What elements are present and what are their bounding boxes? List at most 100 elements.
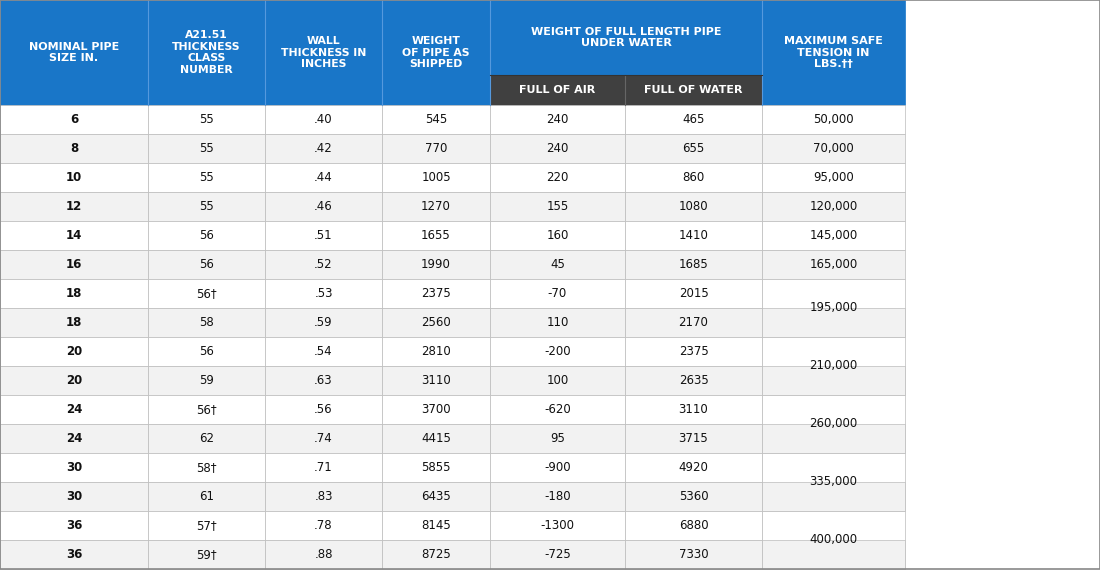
Bar: [382, 105, 490, 134]
Bar: [148, 279, 265, 308]
Bar: [625, 366, 762, 395]
Bar: [382, 279, 490, 308]
Bar: [625, 395, 762, 424]
Bar: [0, 482, 148, 511]
Text: -900: -900: [544, 461, 571, 474]
Bar: [382, 192, 490, 221]
Bar: [625, 482, 762, 511]
Text: 1080: 1080: [679, 200, 708, 213]
Bar: [625, 134, 762, 163]
Bar: [148, 511, 265, 540]
Text: 45: 45: [550, 258, 565, 271]
Text: 70,000: 70,000: [813, 142, 854, 155]
Bar: [265, 337, 382, 366]
Bar: [0, 511, 148, 540]
Bar: [490, 75, 625, 105]
Bar: [762, 0, 905, 105]
Bar: [0, 0, 148, 105]
Text: 59†: 59†: [196, 548, 217, 561]
Text: WEIGHT
OF PIPE AS
SHIPPED: WEIGHT OF PIPE AS SHIPPED: [403, 36, 470, 69]
Bar: [265, 453, 382, 482]
Bar: [0, 308, 148, 337]
Bar: [490, 105, 625, 134]
Text: 2560: 2560: [421, 316, 451, 329]
Bar: [0, 134, 148, 163]
Text: 335,000: 335,000: [810, 476, 858, 489]
Bar: [382, 424, 490, 453]
Text: 145,000: 145,000: [810, 229, 858, 242]
Text: 62: 62: [199, 432, 214, 445]
Text: 18: 18: [66, 316, 82, 329]
Text: 2015: 2015: [679, 287, 708, 300]
Bar: [625, 163, 762, 192]
Bar: [762, 250, 905, 279]
Bar: [0, 337, 148, 366]
Bar: [0, 163, 148, 192]
Bar: [148, 221, 265, 250]
Bar: [762, 424, 905, 453]
Text: 55: 55: [199, 200, 213, 213]
Text: 3110: 3110: [421, 374, 451, 387]
Bar: [148, 0, 265, 105]
Text: 240: 240: [547, 142, 569, 155]
Text: 30: 30: [66, 461, 82, 474]
Text: 2635: 2635: [679, 374, 708, 387]
Text: .59: .59: [315, 316, 333, 329]
Bar: [265, 424, 382, 453]
Bar: [148, 163, 265, 192]
Bar: [382, 366, 490, 395]
Bar: [148, 366, 265, 395]
Text: 160: 160: [547, 229, 569, 242]
Bar: [490, 511, 625, 540]
Bar: [0, 250, 148, 279]
Text: -620: -620: [544, 403, 571, 416]
Text: NOMINAL PIPE
SIZE IN.: NOMINAL PIPE SIZE IN.: [29, 42, 119, 63]
Bar: [382, 482, 490, 511]
Bar: [762, 395, 905, 453]
Bar: [265, 163, 382, 192]
Text: 3110: 3110: [679, 403, 708, 416]
Bar: [265, 105, 382, 134]
Text: 59: 59: [199, 374, 213, 387]
Text: .56: .56: [315, 403, 333, 416]
Text: .54: .54: [315, 345, 333, 358]
Text: 6880: 6880: [679, 519, 708, 532]
Text: 10: 10: [66, 171, 82, 184]
Bar: [490, 424, 625, 453]
Text: 16: 16: [66, 258, 82, 271]
Text: 30: 30: [66, 490, 82, 503]
Text: 1685: 1685: [679, 258, 708, 271]
Text: -70: -70: [548, 287, 568, 300]
Text: 400,000: 400,000: [810, 534, 858, 546]
Text: 20: 20: [66, 374, 82, 387]
Text: 56†: 56†: [196, 287, 217, 300]
Text: FULL OF AIR: FULL OF AIR: [519, 85, 595, 95]
Bar: [762, 511, 905, 569]
Bar: [762, 192, 905, 221]
Text: 240: 240: [547, 113, 569, 126]
Bar: [148, 540, 265, 569]
Text: .71: .71: [315, 461, 333, 474]
Text: 1410: 1410: [679, 229, 708, 242]
Text: FULL OF WATER: FULL OF WATER: [645, 85, 742, 95]
Bar: [0, 540, 148, 569]
Text: 24: 24: [66, 403, 82, 416]
Bar: [762, 308, 905, 337]
Text: 56†: 56†: [196, 403, 217, 416]
Bar: [490, 221, 625, 250]
Text: 4920: 4920: [679, 461, 708, 474]
Bar: [490, 192, 625, 221]
Text: 18: 18: [66, 287, 82, 300]
Text: .42: .42: [315, 142, 333, 155]
Bar: [148, 395, 265, 424]
Text: .52: .52: [315, 258, 333, 271]
Bar: [625, 192, 762, 221]
Bar: [148, 192, 265, 221]
Text: 860: 860: [682, 171, 705, 184]
Text: WEIGHT OF FULL LENGTH PIPE
UNDER WATER: WEIGHT OF FULL LENGTH PIPE UNDER WATER: [530, 26, 722, 48]
Bar: [0, 221, 148, 250]
Text: A21.51
THICKNESS
CLASS
NUMBER: A21.51 THICKNESS CLASS NUMBER: [173, 30, 241, 75]
Text: .40: .40: [315, 113, 333, 126]
Text: .88: .88: [315, 548, 332, 561]
Bar: [625, 424, 762, 453]
